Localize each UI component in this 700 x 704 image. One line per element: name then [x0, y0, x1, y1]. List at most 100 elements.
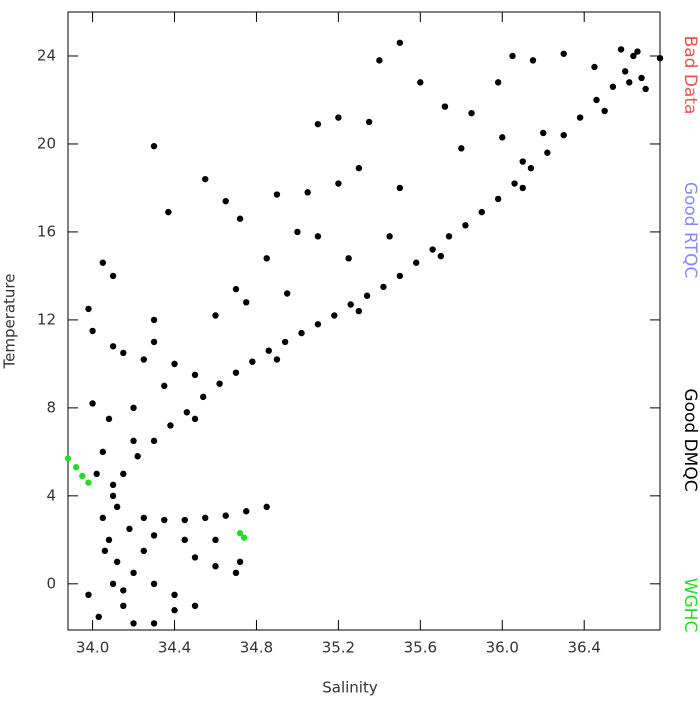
data-point: [283, 290, 291, 297]
x-tick-label: 34.0: [76, 639, 109, 657]
data-point: [181, 536, 188, 544]
y-tick-label: 4: [46, 486, 56, 504]
data-point: [130, 404, 137, 412]
data-point: [191, 554, 199, 561]
data-point: [263, 255, 270, 262]
data-point: [437, 252, 445, 260]
x-axis-title: Salinity: [322, 679, 378, 697]
x-tick-label: 34.4: [158, 639, 191, 657]
data-point: [109, 272, 117, 280]
data-point: [181, 516, 188, 524]
data-point: [113, 503, 121, 511]
data-point: [222, 197, 229, 205]
data-point: [294, 228, 301, 236]
data-point: [355, 307, 363, 315]
y-tick-label: 24: [37, 46, 56, 64]
data-point: [386, 233, 393, 240]
data-point: [130, 620, 137, 627]
data-point: [630, 52, 637, 60]
data-point: [199, 393, 207, 401]
data-point: [222, 512, 229, 519]
data-point: [281, 338, 289, 346]
data-point: [89, 400, 96, 407]
data-point: [85, 479, 92, 486]
data-point: [519, 158, 526, 165]
data-point: [365, 118, 373, 126]
data-point: [314, 321, 322, 328]
data-point: [99, 514, 107, 522]
data-point: [335, 114, 342, 121]
data-point: [171, 607, 178, 614]
data-point: [165, 208, 172, 216]
data-point: [95, 613, 102, 621]
y-tick-label: 12: [37, 310, 56, 328]
data-point: [617, 46, 625, 53]
data-point: [212, 536, 219, 544]
data-point: [243, 508, 250, 515]
data-point: [134, 453, 141, 460]
x-tick-label: 34.8: [240, 639, 273, 657]
data-point: [161, 516, 168, 524]
data-point: [216, 380, 223, 387]
data-point: [494, 79, 502, 86]
data-point: [642, 85, 649, 93]
data-point: [429, 246, 436, 253]
data-point: [202, 175, 209, 183]
data-point: [140, 547, 147, 555]
data-point: [236, 215, 244, 222]
data-point: [150, 532, 158, 539]
data-point: [576, 114, 584, 121]
data-point: [511, 180, 518, 187]
data-point: [109, 481, 117, 489]
data-point: [243, 299, 250, 306]
y-tick-label: 0: [46, 574, 56, 592]
data-point: [331, 312, 338, 319]
data-point: [363, 292, 371, 299]
data-point: [150, 142, 158, 150]
data-point: [314, 233, 322, 240]
data-point: [89, 327, 96, 335]
legend-label: Good DMQC: [680, 388, 700, 491]
data-point: [140, 514, 147, 522]
data-point: [150, 316, 158, 324]
x-tick-label: 36.0: [486, 639, 519, 657]
data-point: [101, 547, 109, 555]
legend-label: WGHC: [680, 578, 700, 633]
data-point: [72, 464, 80, 471]
data-point: [413, 259, 420, 266]
data-point: [380, 283, 387, 291]
y-axis-title: Temperature: [1, 273, 19, 369]
data-point: [191, 602, 199, 610]
data-point: [626, 79, 633, 86]
data-point: [150, 620, 158, 627]
data-point: [232, 285, 240, 293]
data-point: [232, 569, 240, 577]
data-point: [638, 74, 645, 82]
data-point: [417, 79, 424, 86]
data-point: [458, 145, 465, 152]
data-point: [298, 329, 305, 337]
data-point: [99, 259, 107, 266]
data-point: [109, 580, 117, 588]
data-point: [120, 587, 127, 594]
y-tick-label: 20: [37, 134, 56, 152]
data-point: [120, 349, 127, 357]
data-point: [335, 180, 342, 187]
data-point: [560, 131, 567, 139]
data-point: [519, 184, 526, 192]
data-point: [478, 208, 485, 216]
data-point: [656, 54, 664, 62]
data-point: [509, 52, 516, 60]
data-point: [494, 195, 502, 203]
data-point: [167, 422, 174, 429]
data-point: [445, 233, 453, 240]
data-point: [109, 492, 117, 500]
data-point: [560, 50, 567, 57]
data-point: [130, 437, 137, 445]
data-point: [601, 107, 608, 115]
data-point: [99, 448, 107, 456]
data-point: [462, 222, 469, 229]
x-tick-label: 35.6: [404, 639, 437, 657]
data-point: [183, 409, 191, 416]
